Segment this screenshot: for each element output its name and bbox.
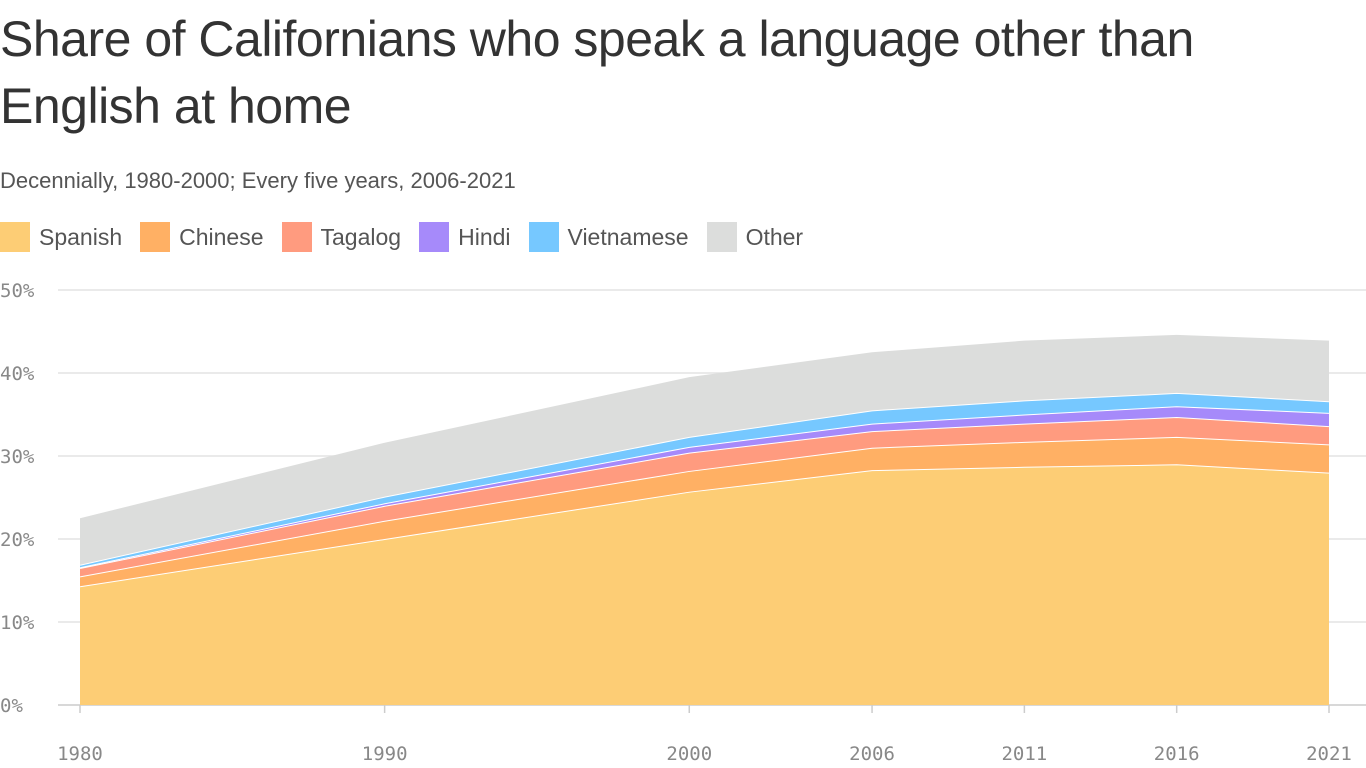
legend-label: Chinese: [179, 223, 264, 250]
legend-swatch: [419, 222, 450, 252]
area-spanish: [80, 464, 1329, 705]
legend-label: Tagalog: [320, 223, 402, 250]
legend-label: Spanish: [39, 223, 123, 250]
legend: Spanish Chinese Tagalog Hindi Vietnamese Othe…: [0, 222, 821, 252]
y-tick-label: 50%: [0, 280, 35, 302]
legend-item-hindi: Hindi: [419, 222, 511, 252]
legend-item-tagalog: Tagalog: [281, 222, 402, 252]
legend-item-spanish: Spanish: [0, 222, 122, 252]
x-tick-label: 2021: [1306, 743, 1352, 765]
y-tick-label: 40%: [0, 363, 35, 385]
chart-subtitle: Decennially, 1980-2000; Every five years…: [0, 168, 516, 193]
legend-item-chinese: Chinese: [140, 222, 264, 252]
legend-item-other: Other: [706, 222, 804, 252]
area-chinese: [80, 436, 1329, 587]
y-tick-label: 0%: [0, 695, 23, 717]
legend-swatch: [140, 222, 171, 252]
legend-swatch: [0, 222, 30, 252]
legend-label: Vietnamese: [567, 223, 689, 250]
y-tick-label: 10%: [0, 612, 35, 634]
legend-label: Other: [745, 223, 804, 250]
area-other: [80, 334, 1329, 565]
legend-swatch: [528, 222, 559, 252]
legend-label: Hindi: [458, 223, 511, 250]
legend-swatch: [706, 222, 737, 252]
x-tick-label: 2000: [666, 743, 712, 765]
x-tick-label: 1990: [362, 743, 408, 765]
legend-item-vietnamese: Vietnamese: [528, 222, 689, 252]
x-tick-label: 2016: [1154, 743, 1200, 765]
x-tick-label: 1980: [57, 743, 103, 765]
x-tick-label: 2006: [849, 743, 895, 765]
x-tick-label: 2011: [1001, 743, 1047, 765]
y-tick-label: 30%: [0, 446, 35, 468]
chart-title: Share of Californians who speak a langua…: [0, 11, 1194, 134]
area-tagalog: [80, 416, 1329, 577]
legend-swatch: [281, 222, 312, 252]
y-tick-label: 20%: [0, 529, 35, 551]
